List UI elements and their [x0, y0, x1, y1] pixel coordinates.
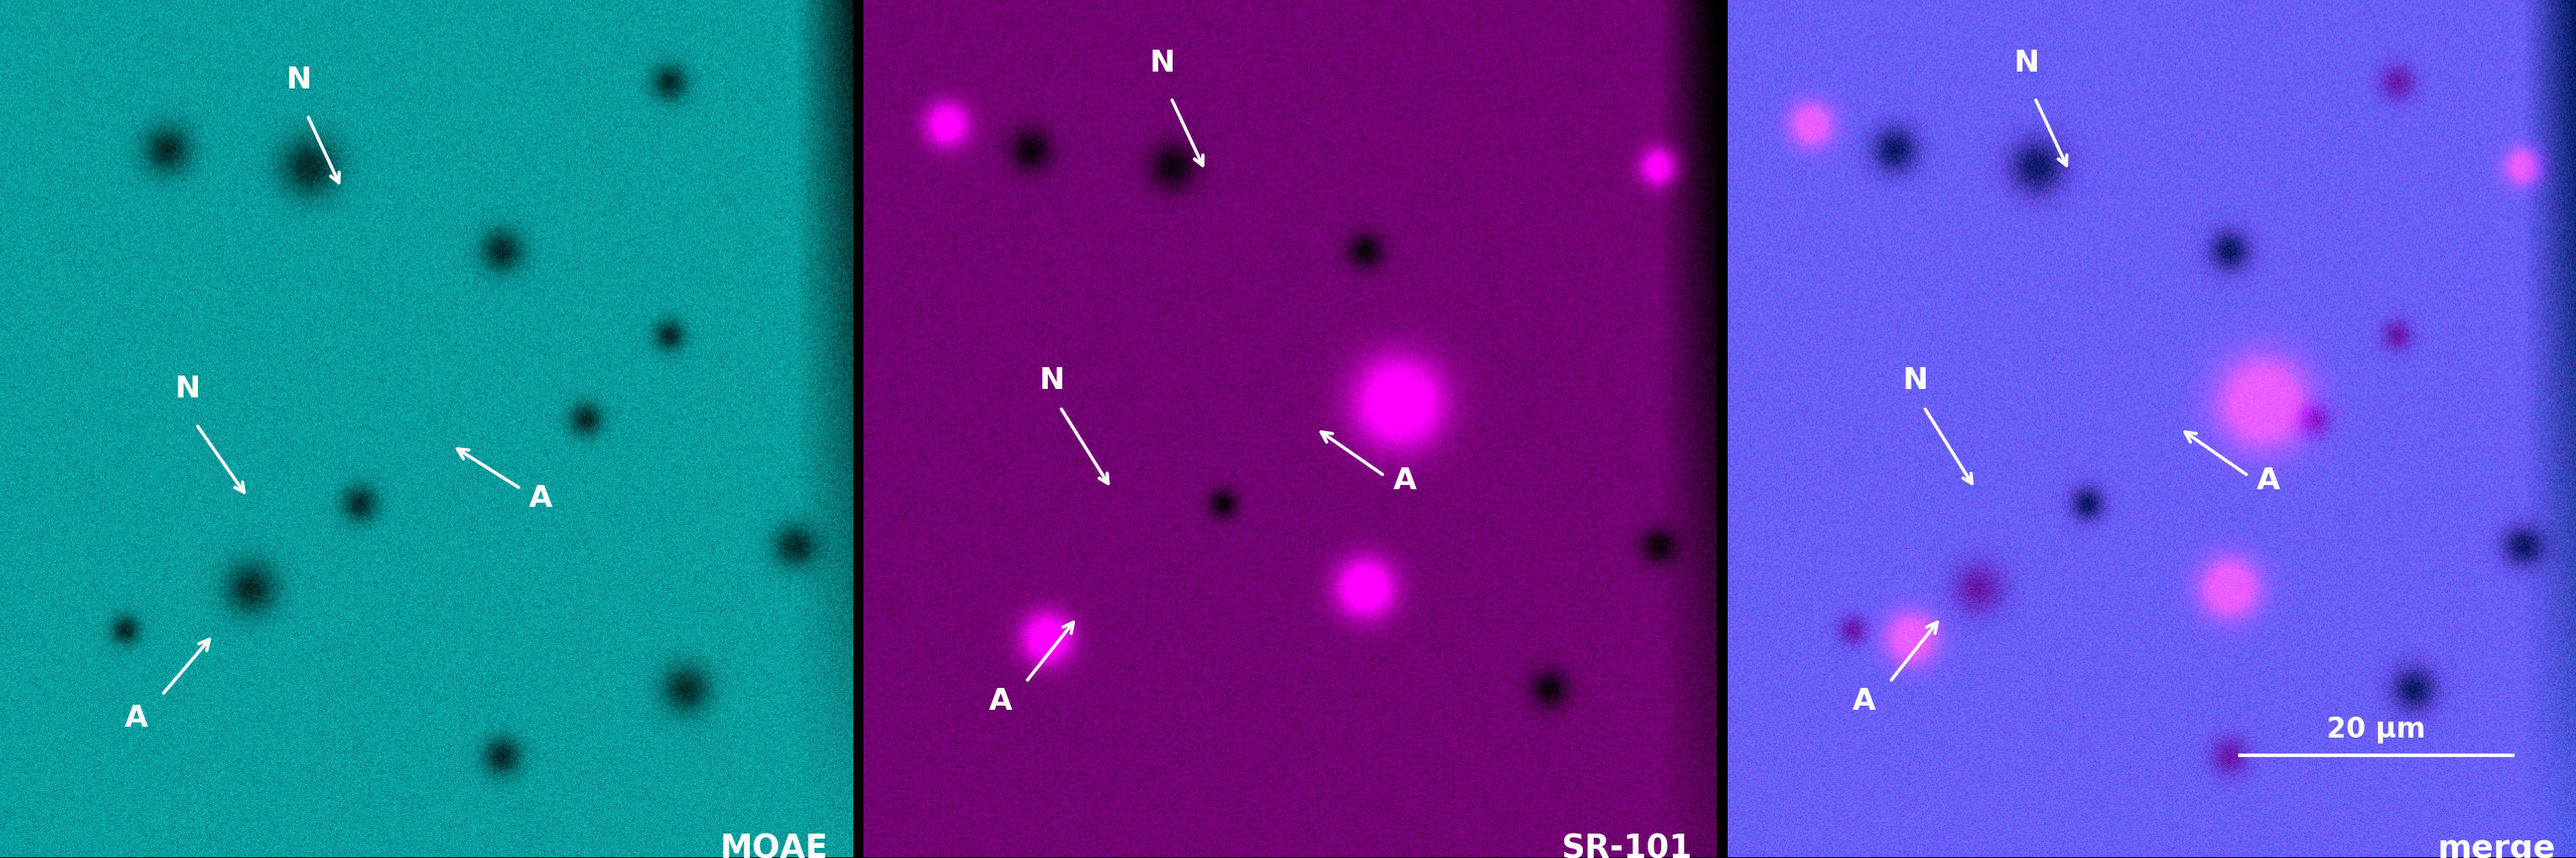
Text: N: N [1904, 366, 1929, 395]
Text: A: A [124, 704, 149, 732]
Text: MQAE: MQAE [719, 832, 827, 858]
Text: A: A [989, 686, 1012, 715]
Text: N: N [1149, 49, 1175, 77]
Text: 20 μm: 20 μm [2326, 715, 2427, 742]
Text: A: A [1852, 686, 1875, 715]
Text: A: A [2257, 466, 2280, 495]
Text: N: N [175, 375, 201, 403]
Text: SR-101: SR-101 [1561, 832, 1692, 858]
Text: A: A [1394, 466, 1417, 495]
Text: A: A [528, 483, 554, 512]
Text: N: N [2014, 49, 2040, 77]
Text: merge: merge [2437, 832, 2555, 858]
Text: N: N [286, 66, 312, 94]
Text: N: N [1038, 366, 1064, 395]
